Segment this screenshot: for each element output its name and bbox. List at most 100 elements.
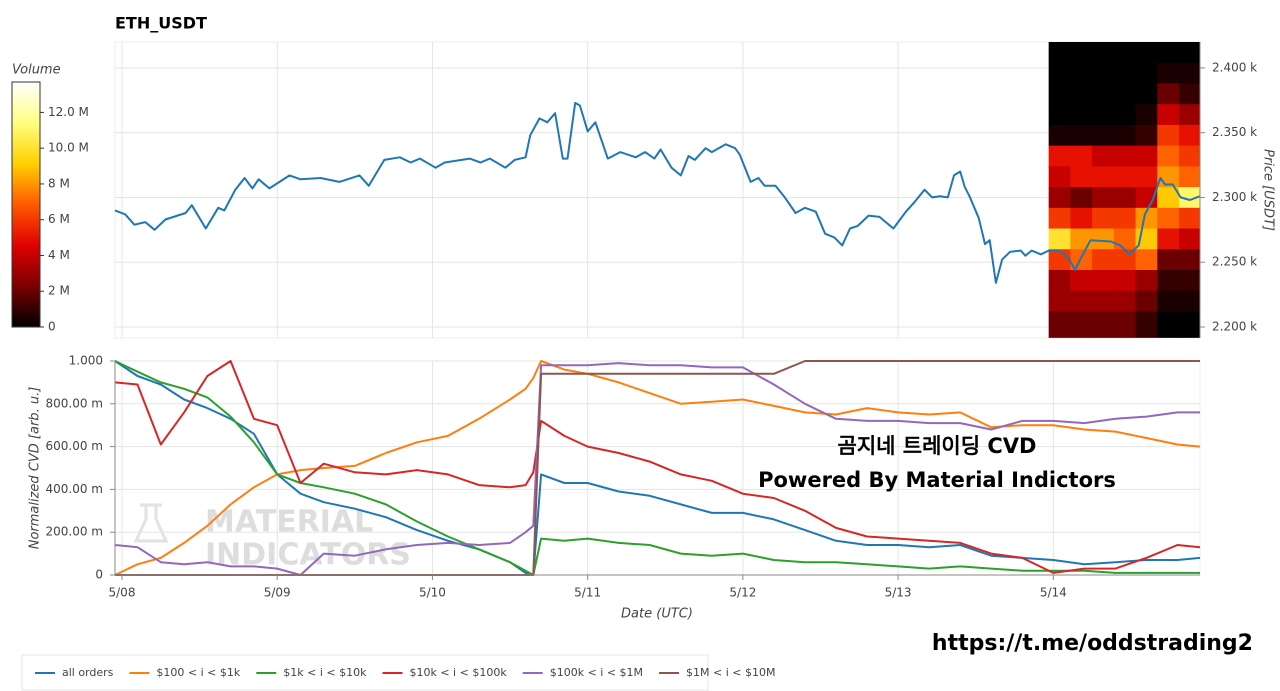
heatmap-cell xyxy=(1092,249,1115,271)
cvd-line xyxy=(114,360,1200,576)
annotation: 곰지네 트레이딩 CVD xyxy=(838,434,1037,458)
heatmap-cell xyxy=(1048,228,1071,250)
heatmap-cell xyxy=(1048,166,1071,188)
heatmap-cell xyxy=(1113,290,1137,312)
heatmap-cell xyxy=(1113,269,1137,292)
heatmap-cell xyxy=(1113,311,1137,338)
annotation: Powered By Material Indictors xyxy=(758,468,1116,492)
heatmap-cell xyxy=(1179,311,1200,338)
heatmap-cell xyxy=(1157,83,1180,105)
colorbar-tick-label: 8 M xyxy=(48,176,70,190)
heatmap-cell xyxy=(1113,145,1137,167)
watermark: MATERIAL xyxy=(205,505,373,540)
colorbar-tick-label: 2 M xyxy=(48,284,70,298)
y-tick-label: 800.00 m xyxy=(46,396,104,410)
heatmap-cell xyxy=(1048,269,1071,292)
heatmap-cell xyxy=(1070,166,1093,188)
heatmap-cell xyxy=(1070,269,1093,292)
heatmap-cell xyxy=(1113,62,1137,84)
y-tick-label: 2.300 k xyxy=(1212,190,1257,204)
heatmap-cell xyxy=(1113,166,1137,188)
x-tick-label: 5/11 xyxy=(574,586,601,600)
heatmap-cell xyxy=(1135,187,1158,209)
x-tick-label: 5/13 xyxy=(885,586,912,600)
heatmap-cell xyxy=(1092,228,1115,250)
heatmap-cell xyxy=(1135,311,1158,338)
heatmap-cell xyxy=(1157,290,1180,312)
heatmap-cell xyxy=(1135,62,1158,84)
heatmap-cell xyxy=(1048,62,1071,84)
heatmap-cell xyxy=(1070,311,1093,338)
heatmap-cell xyxy=(1179,269,1200,292)
heatmap-cell xyxy=(1157,311,1180,338)
legend-label: $1k < i < $10k xyxy=(283,666,367,679)
heatmap-cell xyxy=(1048,290,1071,312)
heatmap-cell xyxy=(1070,104,1093,126)
colorbar-tick-label: 0 xyxy=(48,320,56,334)
heatmap xyxy=(1048,42,1200,338)
cvd-line xyxy=(114,360,1201,574)
heatmap-cell xyxy=(1113,42,1137,64)
heatmap-cell xyxy=(1135,124,1158,147)
colorbar xyxy=(11,81,41,328)
heatmap-cell xyxy=(1157,145,1180,167)
heatmap-cell xyxy=(1157,62,1180,84)
heatmap-cell xyxy=(1135,104,1158,126)
heatmap-cell xyxy=(1092,311,1115,338)
y-tick-label: 0 xyxy=(95,568,103,582)
heatmap-cell xyxy=(1048,124,1071,147)
heatmap-cell xyxy=(1070,290,1093,312)
heatmap-cell xyxy=(1179,249,1200,271)
heatmap-cell xyxy=(1113,83,1137,105)
watermark-icon xyxy=(133,503,169,543)
heatmap-cell xyxy=(1092,166,1115,188)
y-tick-label: 1.000 xyxy=(69,354,103,368)
heatmap-cell xyxy=(1157,42,1180,64)
x-axis-label: Date (UTC) xyxy=(621,607,693,622)
x-tick-label: 5/10 xyxy=(419,586,446,600)
heatmap-cell xyxy=(1070,187,1093,209)
heatmap-cell xyxy=(1092,207,1115,230)
colorbar-tick-label: 12.0 M xyxy=(48,105,89,119)
heatmap-cell xyxy=(1048,104,1071,126)
heatmap-cell xyxy=(1070,124,1093,147)
legend-label: all orders xyxy=(62,666,114,679)
y-tick-label: 2.350 k xyxy=(1212,125,1257,139)
heatmap-cell xyxy=(1179,228,1200,250)
cvd-line xyxy=(114,362,1200,576)
heatmap-cell xyxy=(1179,290,1200,312)
heatmap-cell xyxy=(1092,62,1115,84)
heatmap-cell xyxy=(1070,145,1093,167)
heatmap-cell xyxy=(1179,83,1200,105)
y-tick-label: 2.400 k xyxy=(1212,60,1257,74)
heatmap-cell xyxy=(1135,249,1158,271)
legend-label: $100 < i < $1k xyxy=(156,666,240,679)
heatmap-cell xyxy=(1179,207,1200,230)
heatmap-cell xyxy=(1070,228,1093,250)
price-line xyxy=(114,101,1201,284)
heatmap-cell xyxy=(1157,249,1180,271)
heatmap-cell xyxy=(1070,62,1093,84)
heatmap-cell xyxy=(1113,228,1137,250)
heatmap-cell xyxy=(1092,269,1115,292)
colorbar-tick-label: 10.0 M xyxy=(48,141,89,155)
y-axis-label: Normalized CVD [arb. u.] xyxy=(28,387,43,550)
heatmap-cell xyxy=(1048,311,1071,338)
heatmap-cell xyxy=(1157,124,1180,147)
heatmap-cell xyxy=(1179,187,1200,209)
colorbar-tick-label: 6 M xyxy=(48,212,70,226)
heatmap-cell xyxy=(1048,145,1071,167)
heatmap-cell xyxy=(1113,104,1137,126)
chart-title: ETH_USDT xyxy=(115,14,207,33)
heatmap-cell xyxy=(1092,42,1115,64)
heatmap-cell xyxy=(1048,187,1071,209)
y-tick-label: 400.00 m xyxy=(46,482,104,496)
footer-link: https://t.me/oddstrading2 xyxy=(932,631,1253,656)
heatmap-cell xyxy=(1135,145,1158,167)
heatmap-cell xyxy=(1179,124,1200,147)
heatmap-cell xyxy=(1070,83,1093,105)
heatmap-cell xyxy=(1113,187,1137,209)
x-tick-label: 5/09 xyxy=(264,586,291,600)
heatmap-cell xyxy=(1179,166,1200,188)
